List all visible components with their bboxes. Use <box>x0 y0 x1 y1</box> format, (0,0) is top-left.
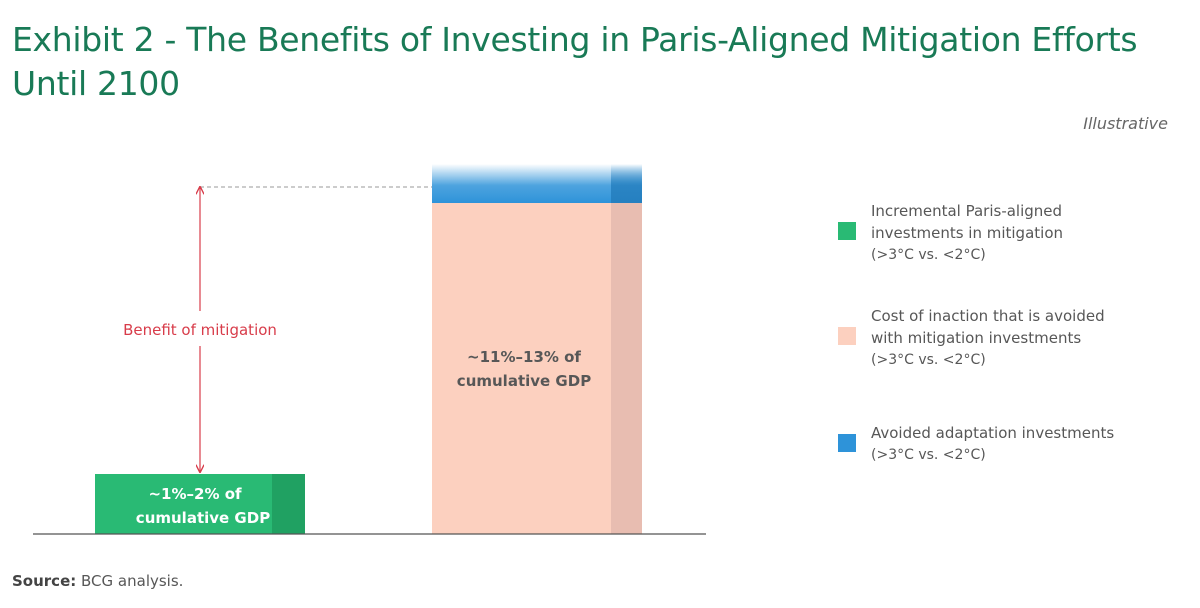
bar-inaction <box>432 202 642 534</box>
legend-line: Avoided adaptation investments <box>871 424 1115 442</box>
bar-mitigation-label-line2: cumulative GDP <box>136 509 270 527</box>
illustrative-note: Illustrative <box>1083 114 1168 133</box>
source-note: Source: BCG analysis. <box>12 572 183 590</box>
bar-adaptation <box>432 164 642 203</box>
bar-adaptation-shade <box>611 164 642 203</box>
bar-inaction-label-line1: ~11%–13% of <box>467 348 581 366</box>
legend-swatch-adaptation <box>838 434 856 452</box>
legend-text-inaction: Cost of inaction that is avoided with mi… <box>871 305 1171 371</box>
benefit-label: Benefit of mitigation <box>123 321 277 339</box>
bar-inaction-label-line2: cumulative GDP <box>457 372 591 390</box>
legend-line: (>3°C vs. <2°C) <box>871 352 986 368</box>
legend-line: (>3°C vs. <2°C) <box>871 247 986 263</box>
bar-mitigation-label-line1: ~1%–2% of <box>148 485 242 503</box>
bar-mitigation <box>95 474 305 534</box>
legend-line: Incremental Paris-aligned <box>871 202 1063 220</box>
bar-mitigation-shade <box>272 474 305 534</box>
chart: ~1%–2% of cumulative GDP ~11%–13% of cum… <box>33 164 706 535</box>
bar-inaction-shade <box>611 202 642 534</box>
legend-line: investments in mitigation <box>871 224 1064 242</box>
legend-text-adaptation: Avoided adaptation investments (>3°C vs.… <box>871 422 1171 466</box>
legend-text-mitigation: Incremental Paris-aligned investments in… <box>871 200 1171 266</box>
source-text: BCG analysis. <box>81 572 184 590</box>
legend-line: Cost of inaction that is avoided <box>871 307 1105 325</box>
legend-line: with mitigation investments <box>871 329 1082 347</box>
source-label: Source: <box>12 572 77 590</box>
legend-swatch-mitigation <box>838 222 856 240</box>
legend-swatch-inaction <box>838 327 856 345</box>
chart-title: Exhibit 2 - The Benefits of Investing in… <box>12 20 1138 103</box>
legend-line: (>3°C vs. <2°C) <box>871 447 986 463</box>
